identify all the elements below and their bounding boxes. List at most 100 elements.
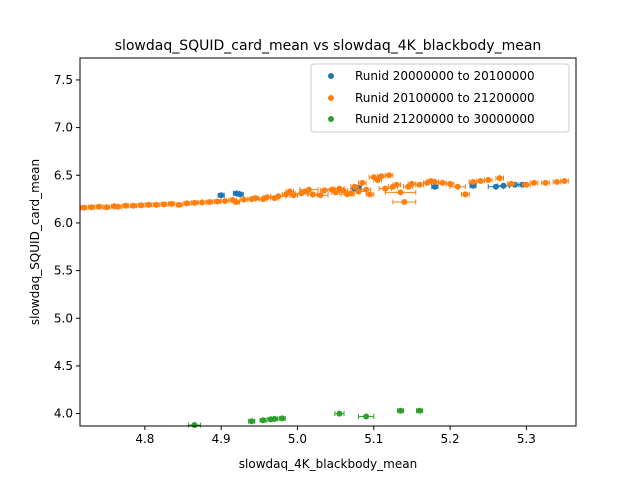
legend-marker-series-2 (328, 95, 334, 101)
data-point-s2-45 (350, 183, 360, 190)
y-axis-ticks: 4.0 4.5 5.0 5.5 6.0 6.5 7.0 7.5 (54, 73, 80, 421)
data-point-s2-4 (103, 204, 111, 211)
data-point-s3-9 (396, 407, 405, 414)
point-marker (260, 417, 267, 424)
data-points-layer (80, 172, 569, 429)
point-marker (248, 418, 255, 425)
x-tick-label: 5.0 (288, 432, 307, 446)
point-marker (408, 180, 415, 187)
point-marker (386, 172, 393, 179)
point-marker (168, 200, 175, 207)
point-marker (397, 189, 404, 196)
data-point-s2-56 (392, 181, 401, 188)
point-marker (115, 203, 122, 210)
data-point-s2-68 (461, 191, 470, 198)
point-marker (359, 179, 366, 186)
point-marker (96, 203, 103, 210)
legend-label-series-2: Runid 20100000 to 21200000 (355, 91, 535, 105)
data-point-s2-72 (495, 175, 505, 182)
data-point-s2-16 (190, 199, 199, 206)
point-marker (317, 192, 324, 199)
chart-title: slowdaq_SQUID_card_mean vs slowdaq_4K_bl… (115, 38, 542, 54)
point-marker (176, 201, 183, 208)
data-point-s2-18 (206, 198, 214, 205)
point-marker (366, 191, 373, 198)
x-tick-label: 5.3 (517, 432, 536, 446)
point-marker (160, 201, 167, 208)
point-marker (275, 193, 282, 200)
point-marker (332, 189, 339, 196)
data-point-s2-76 (541, 179, 550, 186)
point-marker (271, 415, 278, 422)
point-marker (382, 185, 389, 192)
data-point-s2-52 (377, 173, 386, 180)
plot-frame (79, 57, 577, 427)
legend-label-series-1: Runid 20000000 to 20100000 (355, 69, 535, 83)
point-marker (206, 198, 213, 205)
data-point-s2-29 (270, 193, 287, 200)
data-point-s2-75 (529, 179, 539, 186)
point-marker (80, 204, 87, 211)
y-tick-label: 4.0 (54, 407, 73, 421)
data-point-s2-35 (299, 186, 319, 193)
point-marker (233, 198, 240, 205)
data-point-s1-3 (236, 191, 244, 198)
point-marker (263, 194, 270, 201)
data-point-s1-1 (217, 192, 225, 199)
data-point-s2-49 (365, 191, 375, 198)
data-point-s2-31 (285, 188, 295, 195)
y-tick-label: 6.0 (54, 216, 73, 230)
y-tick-label: 7.0 (54, 121, 73, 135)
y-tick-label: 5.5 (54, 264, 73, 278)
point-marker (103, 204, 110, 211)
data-point-s2-12 (160, 201, 168, 208)
point-marker (447, 180, 454, 187)
data-point-s2-11 (152, 201, 160, 208)
point-marker (286, 188, 293, 195)
point-marker (351, 183, 358, 190)
point-marker (500, 182, 507, 189)
x-tick-label: 5.2 (441, 432, 460, 446)
point-marker (279, 415, 286, 422)
point-marker (393, 181, 400, 188)
legend-marker-series-1 (328, 73, 334, 79)
point-marker (496, 175, 503, 182)
point-marker (340, 187, 347, 194)
data-point-s2-71 (483, 177, 493, 184)
data-point-s2-10 (145, 201, 153, 208)
point-marker (252, 195, 259, 202)
point-marker (191, 422, 198, 429)
data-point-s3-7 (334, 410, 345, 417)
legend-label-series-3: Runid 21200000 to 30000000 (355, 112, 535, 126)
point-marker (305, 186, 312, 193)
y-tick-label: 7.5 (54, 73, 73, 87)
data-point-s2-17 (197, 199, 207, 206)
point-marker (561, 177, 568, 184)
point-marker (321, 187, 328, 194)
point-marker (336, 410, 343, 417)
point-marker (378, 173, 385, 180)
data-point-s2-13 (168, 200, 176, 207)
y-tick-label: 6.5 (54, 168, 73, 182)
data-point-s3-1 (187, 422, 202, 429)
x-tick-label: 4.9 (212, 432, 231, 446)
data-point-s2-9 (137, 202, 145, 209)
point-marker (153, 201, 160, 208)
point-marker (397, 407, 404, 414)
x-axis-ticks: 4.8 4.9 5.0 5.1 5.2 5.3 (135, 426, 536, 446)
point-marker (199, 199, 206, 206)
point-marker (355, 188, 362, 195)
y-axis-label: slowdaq_SQUID_card_mean (28, 159, 42, 325)
point-marker (130, 202, 137, 209)
point-marker (523, 181, 530, 188)
point-marker (363, 186, 370, 193)
y-tick-label: 5.0 (54, 311, 73, 325)
point-marker (454, 183, 461, 190)
point-marker (431, 178, 438, 185)
point-marker (122, 202, 129, 209)
data-point-s1-6 (431, 183, 439, 190)
point-marker (241, 196, 248, 203)
point-marker (431, 183, 438, 190)
point-marker (508, 180, 515, 187)
x-tick-label: 5.1 (364, 432, 383, 446)
